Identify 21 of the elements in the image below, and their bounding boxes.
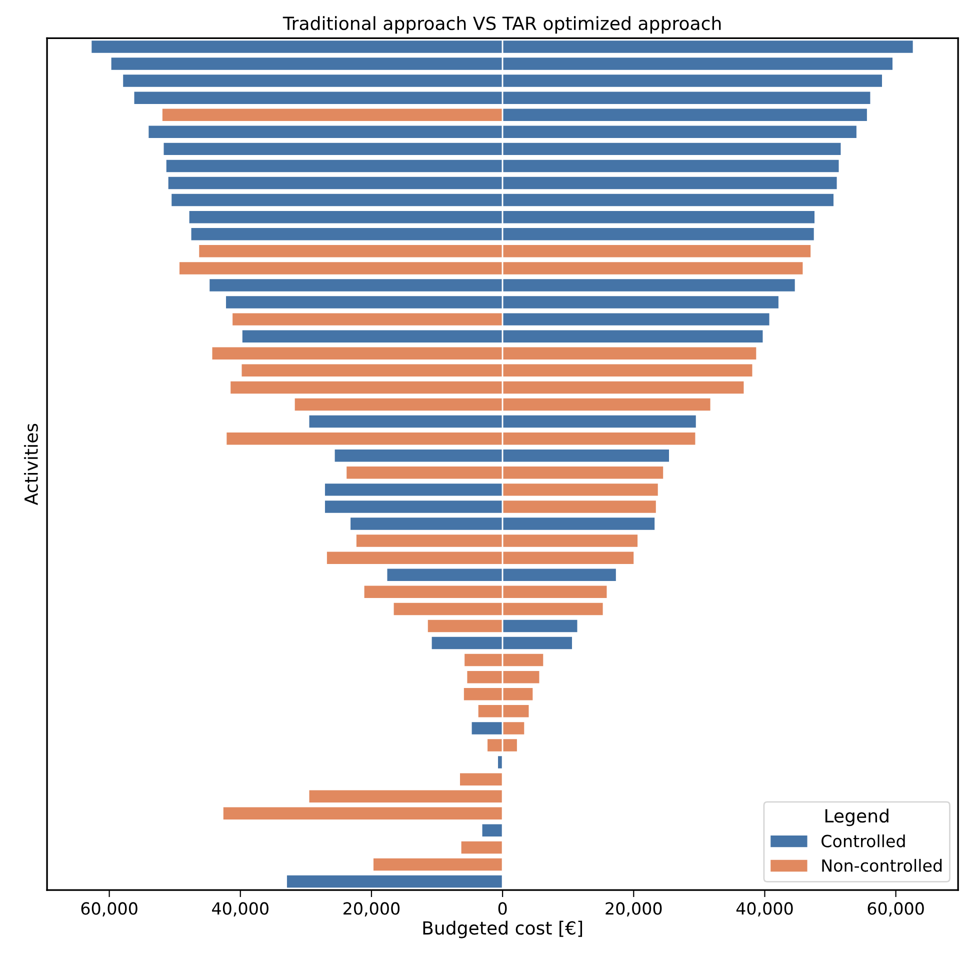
x-tick-label: 20,000 xyxy=(606,902,662,916)
x-tick-label: 40,000 xyxy=(212,902,268,916)
bar xyxy=(480,822,504,838)
bar xyxy=(286,874,504,890)
legend-label: Non-controlled xyxy=(822,858,942,872)
bar xyxy=(496,754,504,770)
bar xyxy=(372,856,504,872)
x-tick-label: 0 xyxy=(498,902,507,915)
y-axis-title: Activities xyxy=(24,424,38,506)
bar xyxy=(458,772,504,787)
legend-label: Controlled xyxy=(822,834,905,848)
x-axis-title: Budgeted cost [€] xyxy=(423,920,582,938)
chart-title: Traditional approach VS TAR optimized approach xyxy=(282,16,721,34)
x-tick-label: 60,000 xyxy=(81,902,138,916)
x-tick-label: 20,000 xyxy=(344,902,400,916)
bar xyxy=(308,788,504,804)
bar xyxy=(460,840,504,855)
x-tick-label: 40,000 xyxy=(736,902,793,916)
legend-title: Legend xyxy=(825,808,888,826)
x-tick-label: 60,000 xyxy=(868,902,924,916)
bar xyxy=(222,806,504,821)
